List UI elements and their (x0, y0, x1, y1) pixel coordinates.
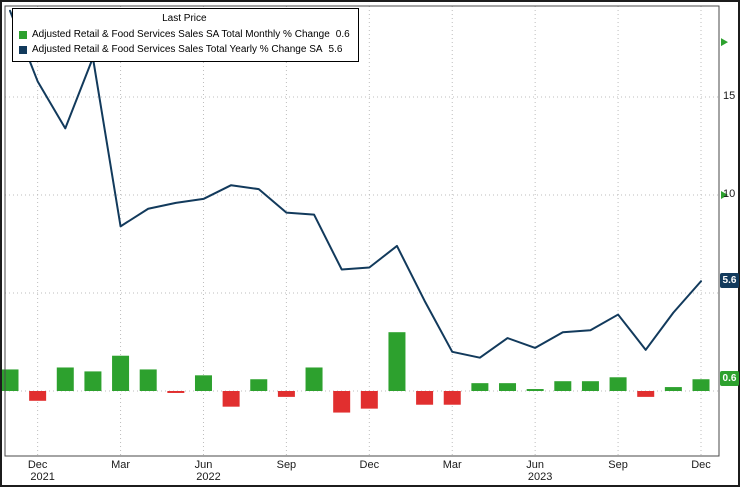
bar-monthly-change (167, 391, 185, 393)
bar-monthly-change (305, 367, 323, 391)
bar-monthly-change (56, 367, 74, 391)
bar-monthly-change (526, 389, 544, 391)
bar-monthly-change (360, 391, 378, 409)
bar-monthly-change (443, 391, 461, 405)
plot-frame (4, 5, 720, 457)
bar-monthly-change (139, 369, 157, 391)
axis-arrow-icon (721, 191, 728, 199)
bar-monthly-change (388, 332, 406, 391)
bar-monthly-change (637, 391, 655, 397)
legend-item-value: 5.6 (328, 44, 343, 55)
legend-item-label: Adjusted Retail & Food Services Sales SA… (32, 29, 330, 40)
legend-item-value: 0.6 (335, 29, 350, 40)
legend-item-label: Adjusted Retail & Food Services Sales To… (32, 44, 323, 55)
bar-monthly-change (664, 387, 682, 391)
bar-monthly-change (471, 383, 489, 391)
bar-monthly-change (29, 391, 47, 401)
bar-monthly-change (277, 391, 295, 397)
bar-monthly-change (194, 375, 212, 391)
line-yearly-change (9, 9, 702, 359)
bar-monthly-change (692, 379, 710, 391)
bar-monthly-change (84, 371, 102, 391)
bar-monthly-change (499, 383, 517, 391)
bar-monthly-change (581, 381, 599, 391)
bar-monthly-change (554, 381, 572, 391)
axis-arrow-icon (721, 38, 728, 47)
bar-monthly-change (1, 369, 19, 391)
legend-swatch-line-icon (19, 45, 27, 54)
bar-monthly-change (222, 391, 240, 407)
legend-item: Adjusted Retail & Food Services Sales SA… (19, 27, 350, 42)
bar-monthly-change (333, 391, 351, 413)
legend-items: Adjusted Retail & Food Services Sales SA… (19, 27, 350, 57)
legend-title: Last Price (162, 13, 207, 24)
bar-monthly-change (112, 355, 130, 391)
legend-item: Adjusted Retail & Food Services Sales To… (19, 42, 350, 57)
legend-swatch-bar-icon (19, 30, 27, 39)
bar-monthly-change (416, 391, 434, 405)
bar-monthly-change (250, 379, 268, 391)
bar-monthly-change (609, 377, 627, 391)
legend: Last Price Adjusted Retail & Food Servic… (12, 8, 359, 62)
